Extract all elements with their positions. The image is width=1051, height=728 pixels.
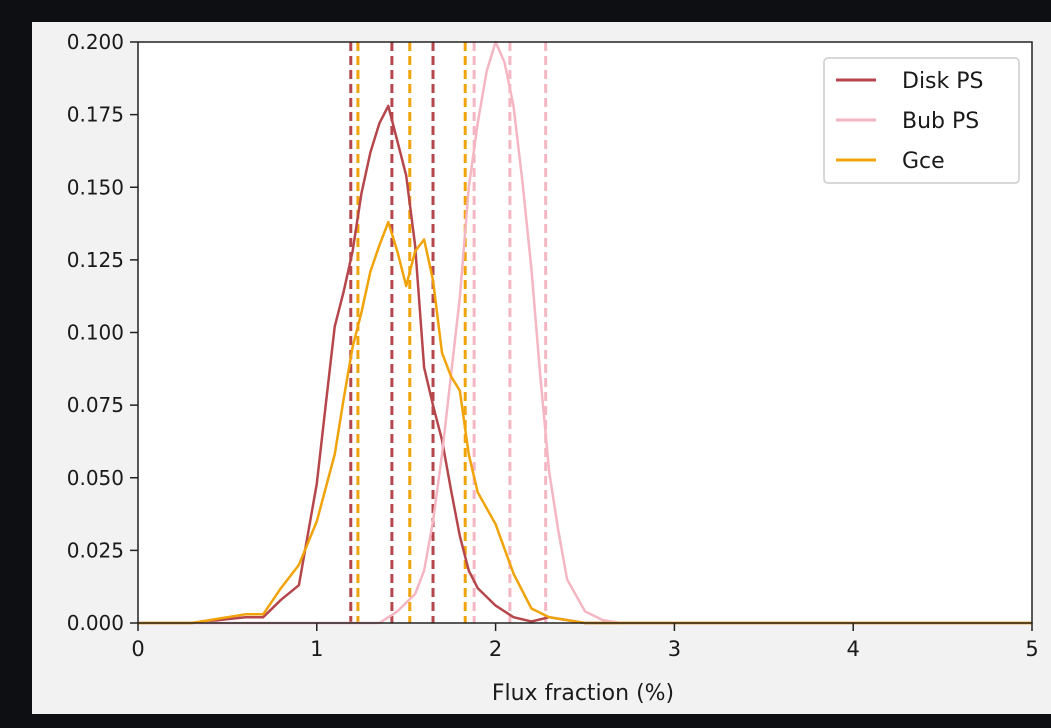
x-tick-label: 4 [847,637,860,661]
x-axis-label: Flux fraction (%) [492,681,674,706]
series-line-gce [138,220,1032,625]
y-tick-label: 0.200 [67,30,124,54]
legend-label: Bub PS [902,109,979,134]
y-tick-label: 0.025 [67,538,124,562]
y-tick-label: 0.150 [67,175,124,199]
y-tick-label: 0.175 [67,103,124,127]
legend [823,57,1020,184]
y-tick-label: 0.050 [67,466,124,490]
x-tick-label: 0 [131,637,144,661]
x-tick-label: 2 [489,637,502,661]
flux-fraction-chart: 0 1 2 3 4 5 0.000 0.025 0.050 0.075 0.100 0.125 0.15… [67,30,1039,706]
legend-label: Disk PS [902,69,983,94]
x-tick-label: 1 [310,637,323,661]
legend-label: Gce [902,149,945,174]
y-tick-label: 0.125 [67,248,124,272]
y-tick-label: 0.075 [67,393,124,417]
figure: 0 1 2 3 4 5 0.000 0.025 0.050 0.075 0.100 0.125 0.15… [32,22,1051,714]
x-tick-label: 5 [1025,637,1038,661]
y-tick-label: 0.100 [67,321,124,345]
y-tick-label: 0.000 [67,611,124,635]
series-line-disk-ps [138,104,1032,625]
x-tick-label: 3 [668,637,681,661]
